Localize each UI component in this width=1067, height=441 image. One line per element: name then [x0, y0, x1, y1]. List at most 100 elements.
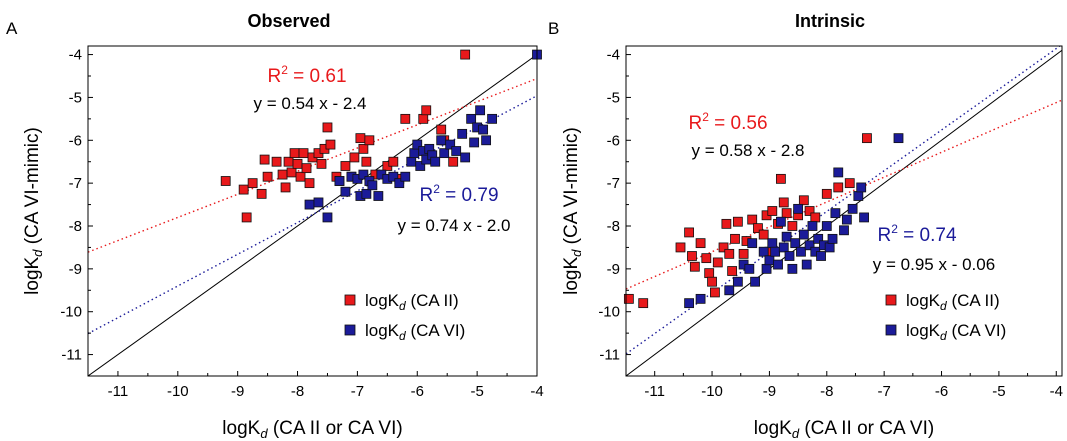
data-point	[460, 152, 471, 163]
y-tick-label-a: -9	[69, 261, 82, 278]
data-point	[430, 156, 441, 167]
fit-line-a-0	[88, 77, 537, 253]
x-tick-label-a: -6	[411, 383, 424, 400]
data-point	[322, 122, 333, 133]
data-point	[304, 178, 315, 189]
data-point	[827, 233, 838, 244]
data-point	[289, 148, 300, 159]
fit-line-b-1	[626, 46, 1062, 355]
fit-equation-b-0: y = 0.58 x - 2.8	[692, 141, 805, 160]
x-axis-label-b-main: logK	[754, 418, 792, 439]
data-point	[256, 188, 267, 199]
data-point	[262, 171, 273, 182]
y-tick-label-a: -4	[69, 47, 82, 64]
plot-frame-b	[625, 45, 1063, 377]
legend-swatch-b-1	[885, 324, 897, 336]
y-tick-label-b: -8	[607, 218, 620, 235]
data-point	[340, 161, 351, 171]
x-axis-label-a-main: logK	[222, 418, 260, 439]
x-axis-label-a-sub: d	[260, 426, 268, 441]
data-point	[787, 263, 798, 274]
data-point	[862, 133, 872, 144]
data-point	[839, 225, 849, 236]
y-tick-label-b: -9	[607, 261, 620, 278]
x-tick-label-a: -10	[167, 383, 189, 400]
data-point	[718, 242, 729, 253]
data-point	[481, 135, 492, 146]
legend-a: logKd (CA II)logKd (CA VI)	[344, 291, 465, 343]
data-point	[689, 261, 700, 272]
y-tick-label-b: -7	[607, 175, 620, 192]
legend-label-a-0-rest: (CA II)	[406, 291, 459, 310]
data-point	[334, 176, 345, 186]
data-point	[388, 156, 399, 167]
data-point	[409, 148, 420, 159]
x-tick-label-b: -7	[877, 383, 890, 400]
data-point	[833, 167, 844, 178]
identity-line-b	[626, 49, 1062, 376]
x-tick-label-b: -5	[992, 383, 1005, 400]
data-point	[773, 259, 783, 270]
legend-label-b-0-rest: (CA II)	[947, 291, 1000, 310]
plot-area-a: -11 -10 -9 -8 -7 -6 -5 -4 -11 -10 -9 -8 -7 -6 -5 -4 logK…	[22, 45, 544, 441]
data-point	[325, 139, 336, 150]
plot-frame-a	[87, 45, 538, 377]
data-point	[466, 113, 477, 124]
data-point	[487, 113, 498, 124]
fit-equation-a-1: y = 0.74 x - 2.0	[398, 216, 511, 235]
data-point	[340, 186, 351, 197]
y-axis-label-a-sub: d	[30, 249, 45, 257]
data-point	[415, 161, 426, 171]
data-point	[436, 124, 447, 135]
data-point	[241, 212, 252, 223]
data-point	[813, 233, 824, 244]
r2-annotation-b-0: R2 = 0.56	[688, 110, 767, 134]
data-point	[400, 171, 411, 182]
data-point	[804, 206, 815, 216]
panel-b-label: B	[548, 19, 559, 38]
r2-sup: 2	[891, 222, 898, 236]
data-point	[798, 195, 809, 206]
data-point	[292, 158, 303, 169]
fit-line-a-1	[88, 95, 537, 335]
data-point	[304, 199, 315, 210]
x-tick-label-b: -9	[763, 383, 776, 400]
legend-label-a-1-rest: (CA VI)	[406, 321, 466, 340]
data-point	[436, 135, 447, 146]
legend-label-b-1: logKd (CA VI)	[906, 321, 1006, 343]
data-point	[712, 257, 723, 268]
r2-value: = 0.74	[898, 225, 957, 246]
data-point	[701, 253, 712, 264]
x-tick-label-a: -9	[231, 383, 244, 400]
x-tick-label-a: -4	[530, 383, 543, 400]
data-point	[804, 240, 815, 251]
data-point	[770, 246, 781, 257]
fit-equation-a-0: y = 0.54 x - 2.4	[254, 94, 367, 113]
data-point	[758, 229, 769, 240]
data-point	[695, 293, 706, 304]
r2-letter: R	[877, 225, 891, 246]
data-point	[724, 285, 735, 296]
data-point	[421, 105, 432, 116]
legend-label-a-1: logKd (CA VI)	[365, 321, 465, 343]
data-point	[684, 227, 695, 238]
x-axis-label-b-rest: (CA II or CA VI)	[799, 418, 934, 439]
data-point	[778, 197, 789, 208]
data-point	[271, 156, 282, 167]
data-point	[738, 248, 749, 259]
data-point	[301, 163, 312, 174]
y-tick-label-b: -10	[598, 304, 620, 321]
data-point	[361, 156, 372, 167]
panel-b-title: Intrinsic	[795, 11, 865, 31]
data-point	[781, 231, 792, 242]
data-point	[418, 113, 429, 124]
data-point	[796, 246, 806, 257]
data-point	[724, 248, 735, 259]
r2-sup: 2	[281, 63, 288, 77]
panel-a-title: Observed	[247, 11, 330, 31]
data-point	[807, 221, 818, 231]
data-point	[747, 238, 758, 249]
data-point	[277, 169, 288, 180]
data-point	[687, 251, 697, 261]
data-point	[638, 298, 649, 309]
